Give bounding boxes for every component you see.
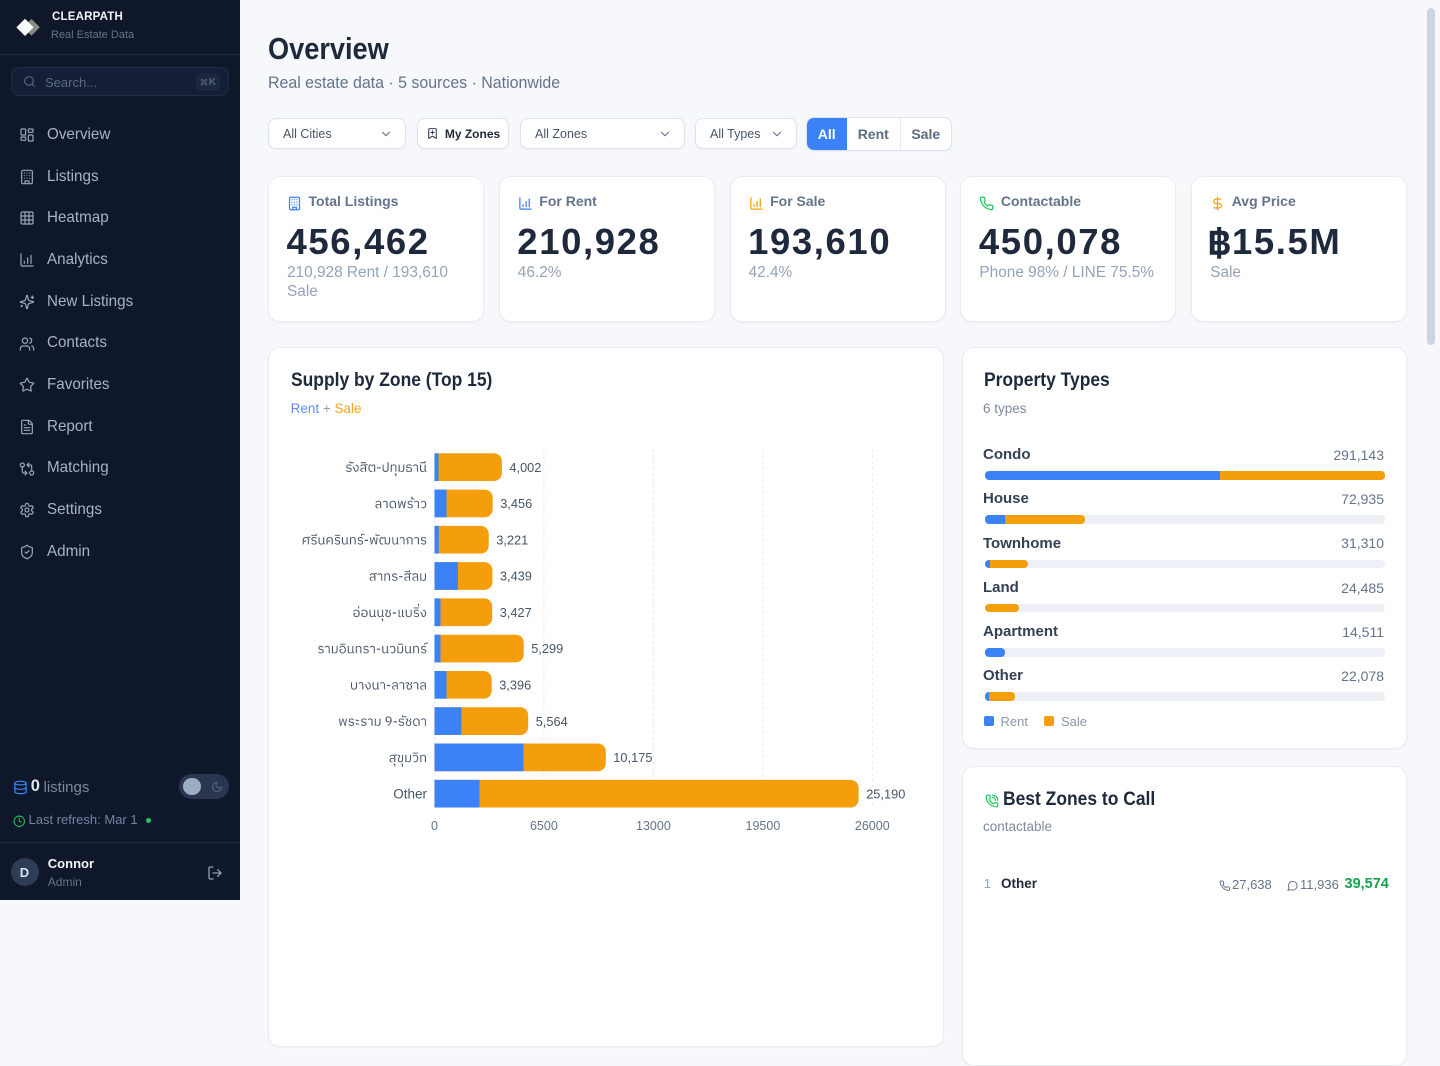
svg-text:3,221: 3,221 [496,532,528,547]
svg-text:10,175: 10,175 [613,750,652,765]
svg-text:19500: 19500 [746,819,781,833]
svg-text:0: 0 [431,819,438,833]
svg-text:13000: 13000 [636,819,671,833]
svg-text:5,299: 5,299 [531,641,563,656]
svg-text:3,427: 3,427 [500,605,532,620]
svg-text:3,456: 3,456 [500,496,532,511]
svg-text:6500: 6500 [530,819,558,833]
svg-text:25,190: 25,190 [866,786,905,801]
svg-text:Other: Other [393,786,427,801]
svg-text:4,002: 4,002 [509,460,541,475]
svg-text:3,439: 3,439 [500,569,532,584]
svg-text:5,564: 5,564 [536,714,568,729]
svg-text:26000: 26000 [855,819,890,833]
svg-text:3,396: 3,396 [499,678,531,693]
